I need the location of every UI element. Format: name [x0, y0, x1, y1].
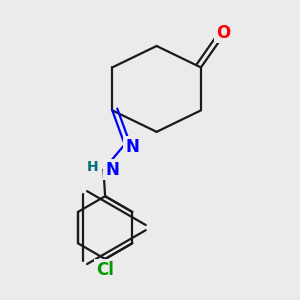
- Text: O: O: [216, 24, 230, 42]
- Text: N: N: [105, 161, 119, 179]
- Text: H: H: [87, 160, 99, 174]
- Text: N: N: [125, 138, 139, 156]
- Text: Cl: Cl: [96, 260, 114, 278]
